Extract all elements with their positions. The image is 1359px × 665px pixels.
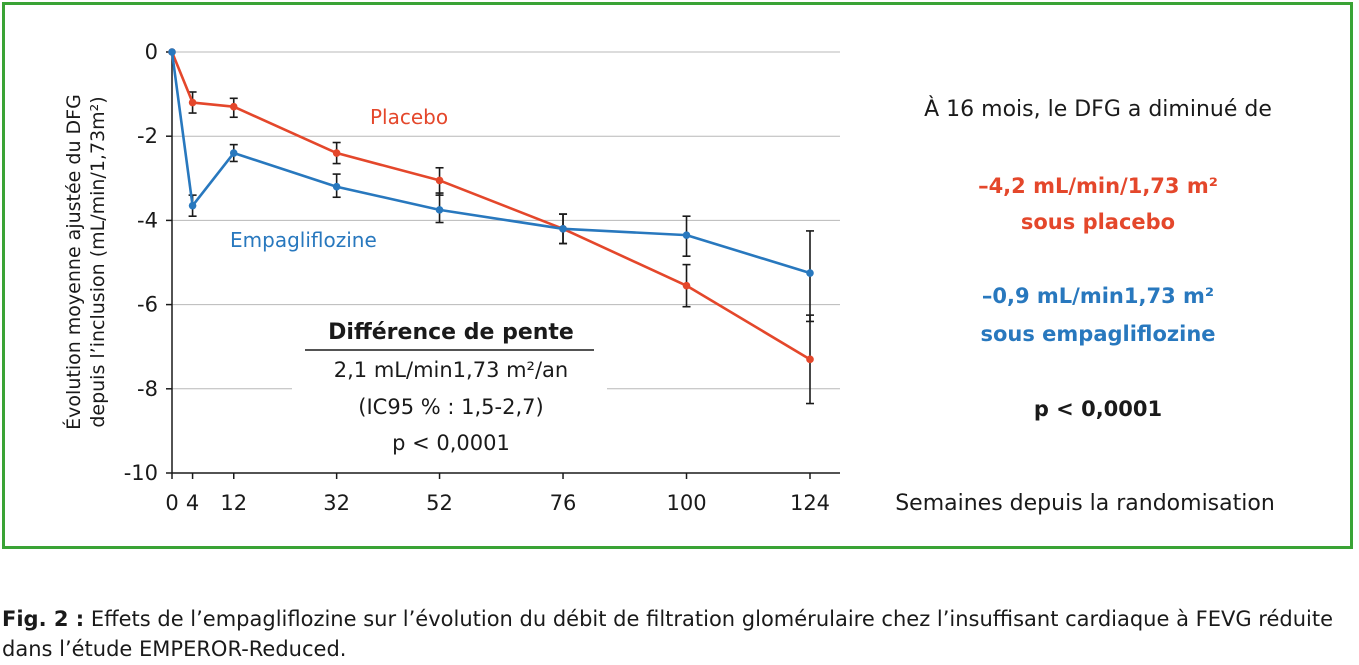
inset-line2: (IC95 % : 1,5-2,7) xyxy=(358,395,543,419)
caption-label: Fig. 2 : xyxy=(2,607,85,631)
series xyxy=(168,48,814,405)
point-empagliflozine xyxy=(168,48,176,56)
y-tick-label: -4 xyxy=(137,208,158,232)
point-empagliflozine xyxy=(435,206,444,214)
point-placebo xyxy=(435,176,444,185)
y-tick-labels: 0 -2 -4 -6 -8 -10 xyxy=(124,40,158,485)
inset-background xyxy=(292,312,607,467)
summary-p-value: p < 0,0001 xyxy=(1034,397,1162,421)
point-empagliflozine xyxy=(229,149,238,157)
y-tick-label: 0 xyxy=(145,40,158,64)
figure-frame xyxy=(2,2,1353,549)
y-tick-label: -10 xyxy=(124,461,158,485)
point-placebo xyxy=(332,149,341,157)
x-tick-label: 0 xyxy=(165,491,178,515)
x-tick-label: 76 xyxy=(550,491,577,515)
series-label-empagliflozine: Empagliflozine xyxy=(230,228,377,252)
inset-line3: p < 0,0001 xyxy=(392,431,510,455)
y-tick-label: -2 xyxy=(137,124,158,148)
summary-empa-label: sous empagliflozine xyxy=(980,322,1215,346)
point-empagliflozine xyxy=(559,225,567,233)
x-tick-labels: 0 4 12 32 52 76 100 124 xyxy=(165,491,830,515)
point-empagliflozine xyxy=(188,201,197,210)
x-tick-label: 124 xyxy=(790,491,830,515)
point-placebo xyxy=(806,355,814,364)
summary-intro: À 16 mois, le DFG a diminué de xyxy=(924,96,1272,122)
x-tick-label: 12 xyxy=(220,491,247,515)
point-placebo xyxy=(229,102,238,111)
caption-text: Effets de l’empagliflozine sur l’évoluti… xyxy=(2,607,1334,661)
x-tick-label: 52 xyxy=(426,491,453,515)
summary-placebo-value: –4,2 mL/min/1,73 m² xyxy=(978,174,1218,198)
series-placebo xyxy=(168,48,814,405)
axes xyxy=(166,51,840,479)
x-axis-label: Semaines depuis la randomisation xyxy=(895,491,1275,516)
summary-placebo-label: sous placebo xyxy=(1021,210,1175,234)
line-chart: 0-2-4-6-8-10 0 4 12 32 52 76 100 124 Évolution … xyxy=(62,40,1275,516)
inset-title: Différence de pente xyxy=(328,320,574,345)
summary-empa-value: –0,9 mL/min1,73 m² xyxy=(982,284,1214,308)
point-placebo xyxy=(682,281,691,290)
y-axis-label-line2: depuis l’inclusion (mL/min/1,73m²) xyxy=(87,96,109,427)
point-placebo xyxy=(188,98,197,107)
line-placebo xyxy=(170,51,811,361)
series-empagliflozine xyxy=(168,48,814,323)
line-empagliflozine xyxy=(170,51,811,275)
y-axis-label-line1: Évolution moyenne ajustée du DFG xyxy=(62,94,85,430)
point-empagliflozine xyxy=(682,231,691,239)
series-label-placebo: Placebo xyxy=(370,105,448,129)
point-empagliflozine xyxy=(806,269,814,277)
y-tick-label: -8 xyxy=(137,377,158,401)
x-tick-label: 4 xyxy=(186,491,199,515)
inset-line1: 2,1 mL/min1,73 m²/an xyxy=(334,358,568,382)
x-tick-label: 32 xyxy=(323,491,350,515)
point-empagliflozine xyxy=(332,182,341,191)
figure-caption: Fig. 2 : Effets de l’empagliflozine sur … xyxy=(2,604,1357,664)
y-tick-label: -6 xyxy=(137,293,158,317)
x-tick-label: 100 xyxy=(666,491,706,515)
